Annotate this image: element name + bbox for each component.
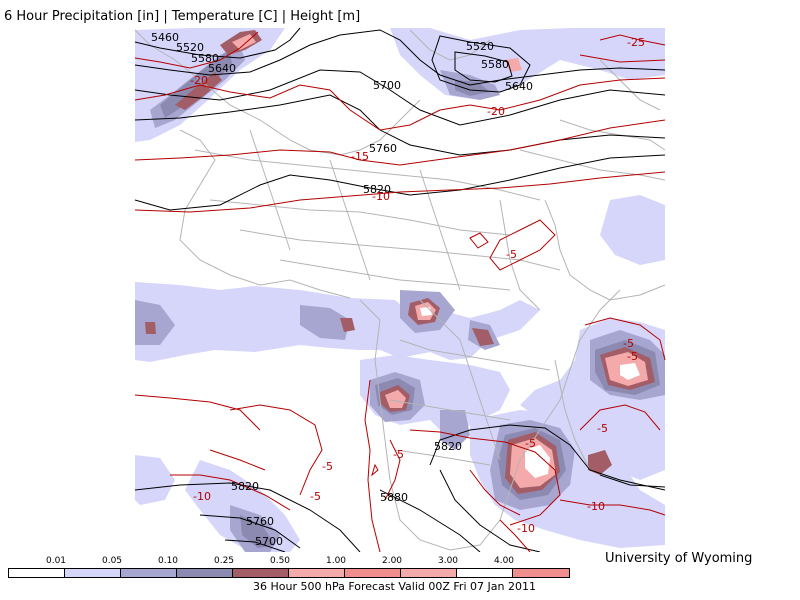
temp-label: -5 (623, 337, 634, 350)
height-label: 5580 (191, 52, 219, 65)
legend-tick-label: 0.50 (269, 556, 291, 566)
legend-swatch (121, 569, 177, 577)
height-label: 5640 (505, 80, 533, 93)
legend-tick-label: 0.01 (45, 556, 67, 566)
legend-swatch (65, 569, 121, 577)
legend-tick-label: 2.00 (381, 556, 403, 566)
legend-swatch (9, 569, 65, 577)
height-labels: 5460 5520 5580 5640 5700 5520 5580 5640 … (151, 31, 533, 548)
height-label: 5880 (380, 491, 408, 504)
temp-label: -25 (627, 36, 645, 49)
credit-text: University of Wyoming (605, 551, 753, 566)
legend-tick-label: 1.00 (325, 556, 347, 566)
height-label: 5640 (208, 62, 236, 75)
height-label: 5520 (466, 40, 494, 53)
legend-tick-label: 4.00 (493, 556, 515, 566)
temp-label: -10 (193, 490, 211, 503)
chart-title: 6 Hour Precipitation [in] | Temperature … (4, 9, 361, 24)
legend-tick-label: 0.10 (157, 556, 179, 566)
forecast-caption: 36 Hour 500 hPa Forecast Valid 00Z Fri 0… (253, 580, 536, 593)
temp-label: -5 (506, 248, 517, 261)
legend-swatch (289, 569, 345, 577)
height-label: 5460 (151, 31, 179, 44)
height-label: 5760 (369, 142, 397, 155)
temp-label: -5 (627, 350, 638, 363)
temp-label: -5 (393, 448, 404, 461)
color-legend: 0.01 0.05 0.10 0.25 0.50 1.00 2.00 3.00 … (0, 552, 800, 600)
legend-swatch (233, 569, 289, 577)
height-label: 5760 (246, 515, 274, 528)
height-label: 5820 (231, 480, 259, 493)
temp-label: -5 (310, 490, 321, 503)
legend-tick-label: 0.05 (101, 556, 123, 566)
legend-tick-label: 0.25 (213, 556, 235, 566)
temp-label: -5 (597, 422, 608, 435)
legend-swatch (457, 569, 513, 577)
height-label: 5580 (481, 58, 509, 71)
temp-label: -5 (322, 460, 333, 473)
height-label: 5820 (363, 183, 391, 196)
temp-label: -10 (587, 500, 605, 513)
height-label: 5700 (255, 535, 283, 548)
legend-color-bar (8, 568, 570, 578)
temp-label: -10 (517, 522, 535, 535)
height-label: 5700 (373, 79, 401, 92)
country-borders (134, 29, 666, 551)
temperature-labels: -20 -25 -20 -15 -10 -5 -5 -5 -5 -5 -5 -5… (190, 36, 645, 535)
temperature-contours (134, 31, 666, 552)
temp-label: -5 (525, 437, 536, 450)
precip-core-areas (420, 307, 640, 478)
forecast-map: 5460 5520 5580 5640 5700 5520 5580 5640 … (134, 27, 666, 552)
legend-swatch (513, 569, 569, 577)
legend-tick-label: 3.00 (437, 556, 459, 566)
temp-label: -15 (351, 150, 369, 163)
height-label: 5520 (176, 41, 204, 54)
temp-label: -20 (190, 74, 208, 87)
temp-label: -10 (372, 190, 390, 203)
legend-swatch (177, 569, 233, 577)
legend-swatch (345, 569, 401, 577)
height-label: 5820 (434, 440, 462, 453)
temp-label: -20 (487, 105, 505, 118)
legend-swatch (401, 569, 457, 577)
